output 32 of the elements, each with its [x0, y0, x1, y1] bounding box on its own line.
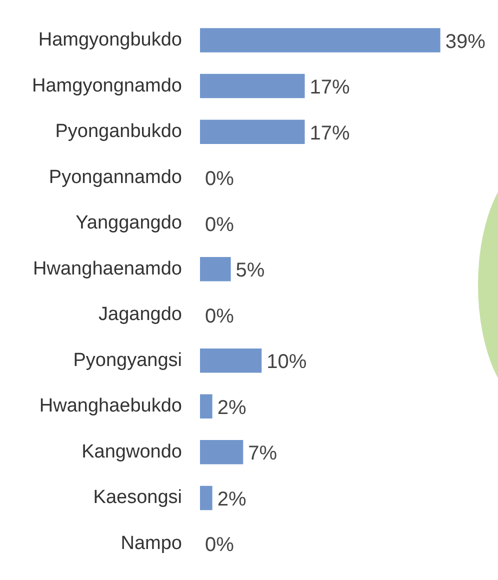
data-label: 10% — [266, 351, 307, 374]
y-tick-label: Hamgyongbukdo — [38, 30, 182, 51]
y-tick-label: Hamgyongnamdo — [32, 75, 182, 96]
y-tick-label: Pyonganbukdo — [55, 121, 182, 142]
bar — [200, 28, 440, 52]
data-label: 7% — [248, 442, 278, 465]
y-tick-label: Kangwondo — [82, 441, 182, 462]
data-label: 0% — [205, 168, 234, 190]
bar — [200, 74, 305, 98]
data-label: 17% — [310, 122, 350, 144]
data-label: 0% — [205, 305, 234, 328]
y-tick-label: Hwanghaenamdo — [33, 258, 182, 280]
data-label: 39% — [445, 30, 486, 53]
data-label: 0% — [205, 534, 234, 556]
bar — [200, 440, 244, 464]
bar — [200, 394, 212, 419]
data-label: 2% — [217, 396, 246, 419]
bar — [200, 120, 305, 144]
bar — [200, 256, 231, 282]
y-tick-label: Pyongannamdo — [48, 166, 182, 188]
y-tick-label: Nampo — [120, 532, 182, 554]
data-label: 0% — [205, 214, 234, 236]
y-tick-label: Jagangdo — [98, 304, 182, 326]
data-label: 2% — [217, 488, 246, 510]
bar — [200, 486, 212, 510]
data-label: 5% — [236, 260, 265, 282]
bar — [200, 348, 262, 373]
data-label: 17% — [310, 76, 350, 99]
y-tick-label: Yanggangdo — [76, 212, 182, 234]
y-tick-label: Hwanghaebukdo — [39, 396, 182, 417]
y-tick-label: Kaesongsi — [93, 487, 182, 508]
y-tick-label: Pyongyangsi — [73, 350, 182, 371]
